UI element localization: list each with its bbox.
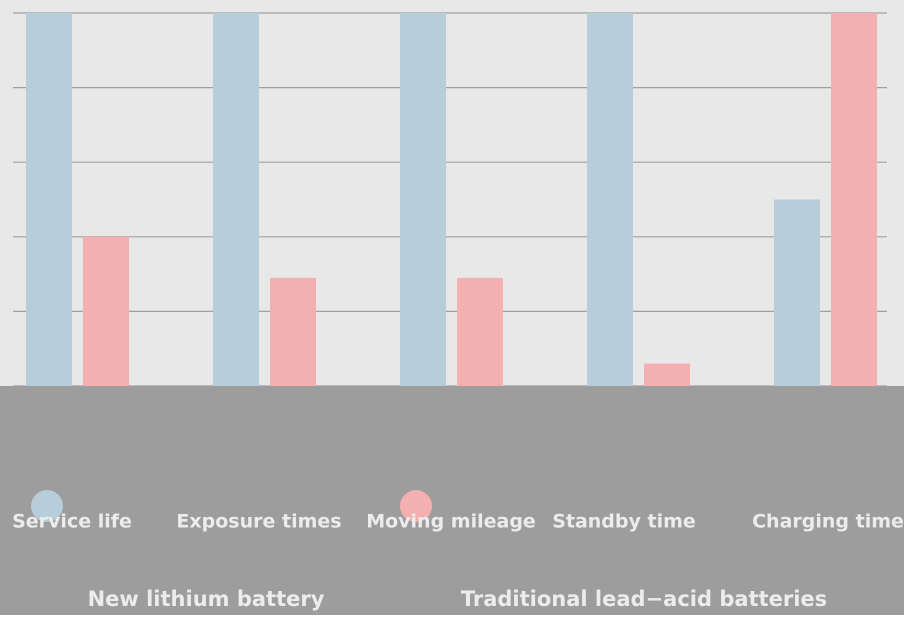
legend-label: New lithium battery: [88, 587, 325, 611]
bar: [213, 13, 259, 386]
bar: [26, 13, 72, 386]
x-tick-label: Service life: [12, 511, 132, 533]
bar: [270, 277, 316, 386]
bar: [831, 13, 877, 386]
legend-marker: [31, 490, 63, 522]
bar: [83, 236, 129, 386]
legend-marker: [400, 490, 432, 522]
footer-background: [0, 386, 904, 615]
x-tick-label: Charging time: [752, 511, 904, 533]
bar: [587, 13, 633, 386]
bar: [644, 363, 690, 386]
bar: [774, 199, 820, 386]
bar: [400, 13, 446, 386]
x-tick-label: Standby time: [552, 511, 696, 533]
legend-label: Traditional lead−acid batteries: [461, 587, 827, 611]
bar: [457, 277, 503, 386]
plot-background: [0, 0, 904, 386]
x-tick-label: Exposure times: [176, 511, 341, 533]
x-tick-label: Moving mileage: [366, 511, 536, 533]
